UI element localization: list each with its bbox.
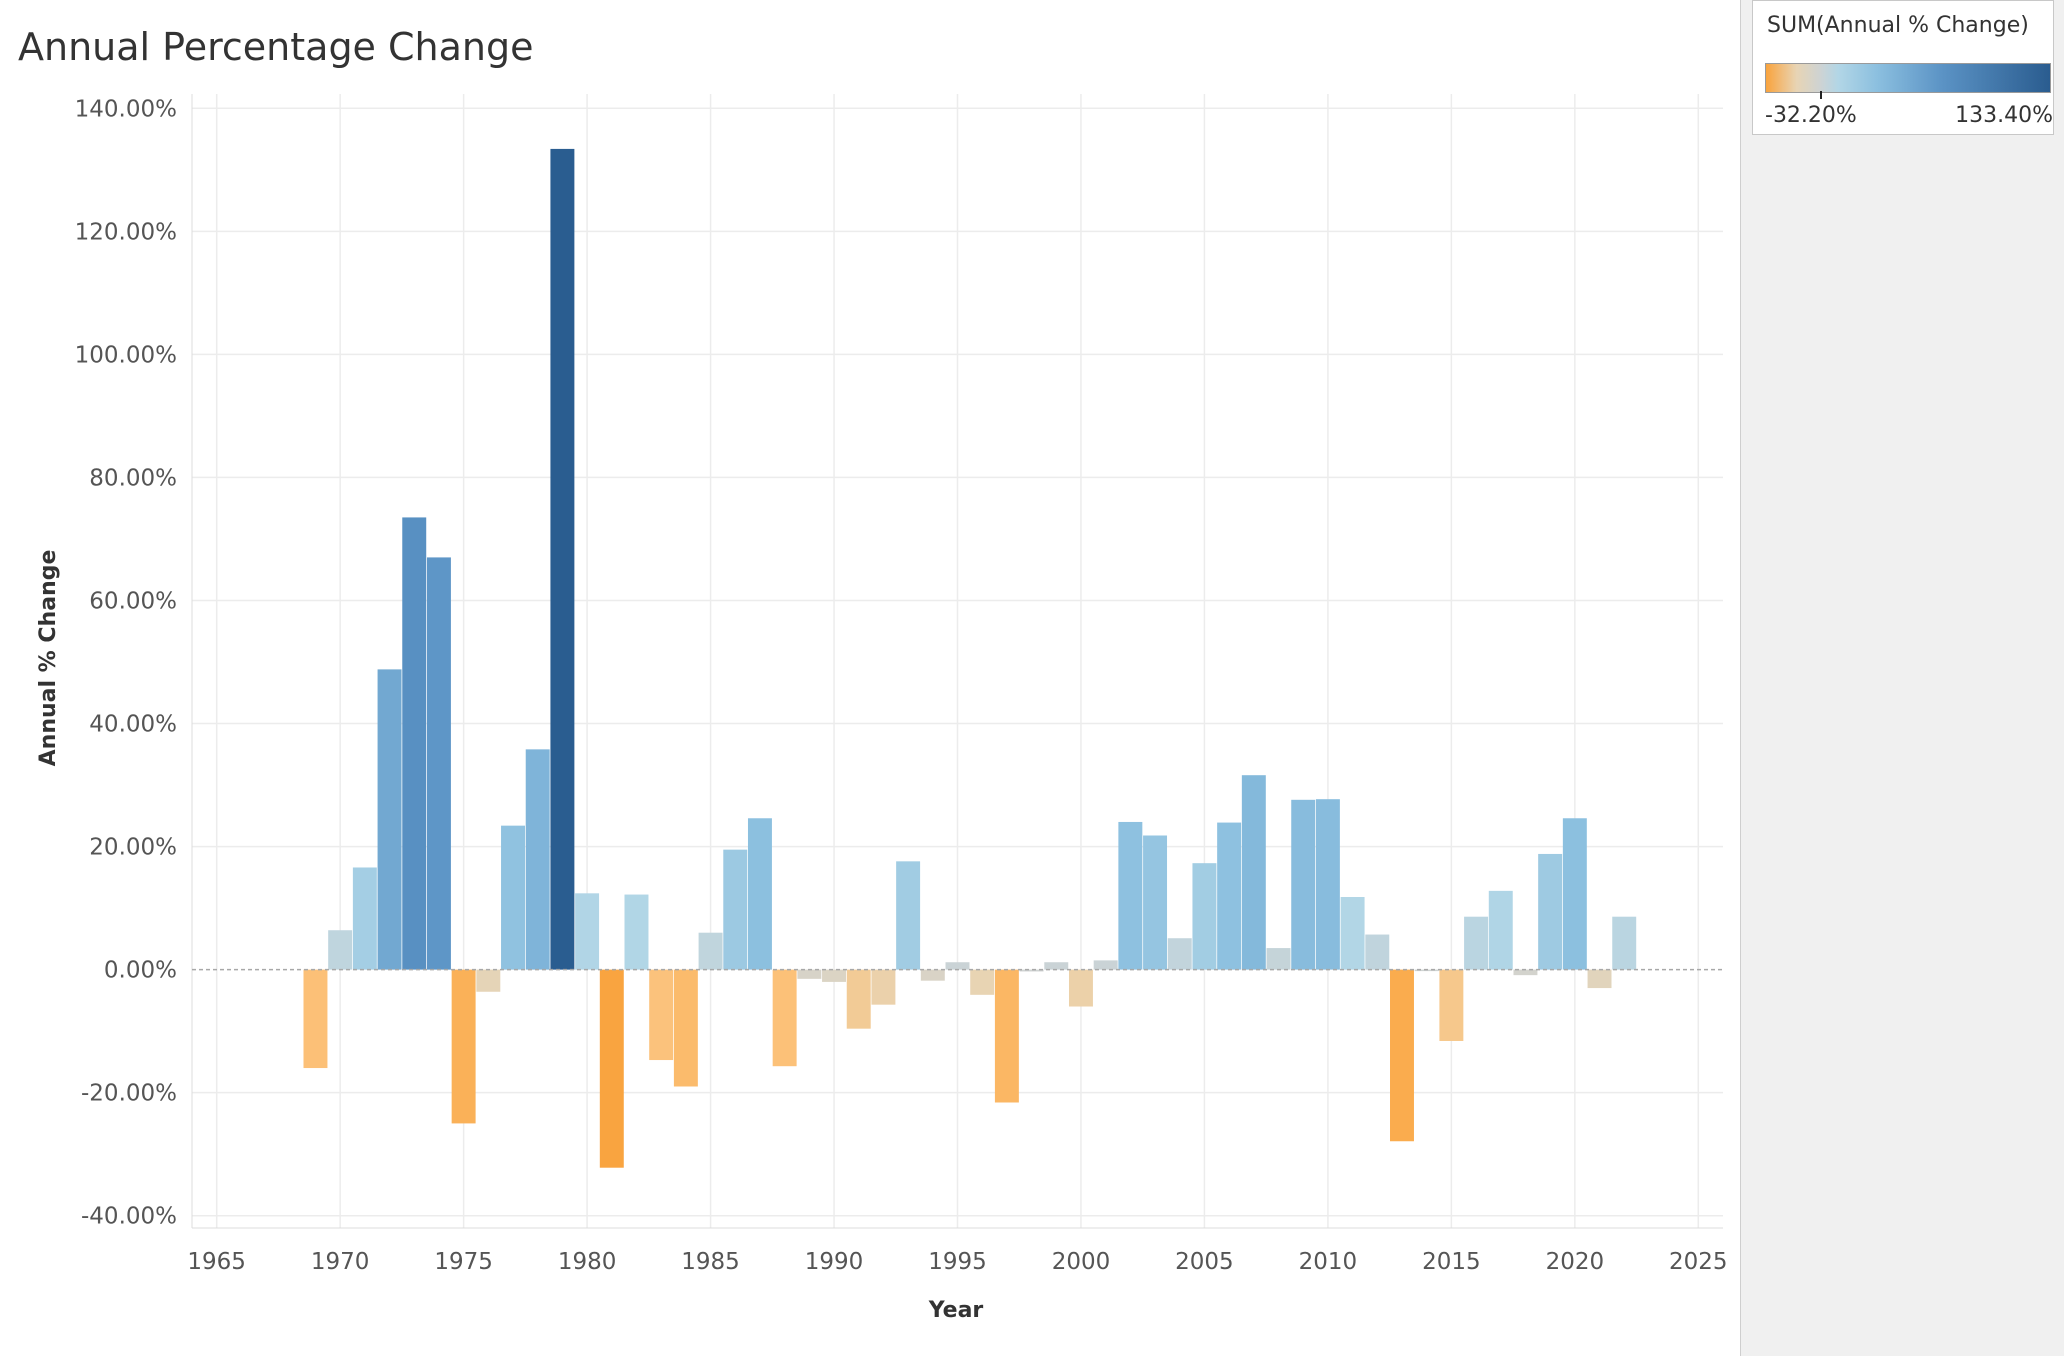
bar xyxy=(797,969,822,979)
grid xyxy=(191,94,1723,1229)
legend-gradient-bar xyxy=(1765,63,2051,93)
bar xyxy=(945,962,970,970)
bar xyxy=(649,969,674,1061)
bar xyxy=(1612,916,1637,970)
bar xyxy=(871,969,896,1005)
x-tick-label: 2000 xyxy=(1052,1249,1111,1275)
x-tick-label: 2025 xyxy=(1669,1249,1728,1275)
bar xyxy=(1538,853,1563,970)
bar xyxy=(1291,799,1316,970)
x-tick-label: 1975 xyxy=(434,1249,493,1275)
bar xyxy=(747,818,772,970)
bar xyxy=(1562,818,1587,970)
x-tick-label: 1995 xyxy=(928,1249,987,1275)
y-tick-label: 140.00% xyxy=(75,96,177,122)
x-tick-label: 1990 xyxy=(805,1249,864,1275)
y-tick-label: 20.00% xyxy=(89,835,177,861)
y-tick-label: -40.00% xyxy=(81,1204,177,1230)
bar xyxy=(1118,821,1143,970)
x-tick-label: 1965 xyxy=(187,1249,246,1275)
legend-zero-marker xyxy=(1819,91,1822,99)
chart-title: Annual Percentage Change xyxy=(18,25,534,69)
bar xyxy=(698,932,723,970)
y-tick-label: 120.00% xyxy=(75,219,177,245)
bar xyxy=(994,969,1019,1103)
bar xyxy=(772,969,797,1067)
bar xyxy=(1044,962,1069,970)
color-legend[interactable]: SUM(Annual % Change) -32.20% 133.40% xyxy=(1752,0,2054,135)
bar xyxy=(624,894,649,970)
bar xyxy=(303,969,328,1069)
x-tick-label: 2015 xyxy=(1422,1249,1481,1275)
bar xyxy=(402,517,427,970)
y-axis-title: Annual % Change xyxy=(36,550,61,767)
bar xyxy=(1093,960,1118,970)
legend-min-label: -32.20% xyxy=(1765,103,1857,128)
bar xyxy=(501,825,525,970)
bar xyxy=(352,867,377,970)
bar xyxy=(1439,969,1464,1041)
bar xyxy=(575,893,600,970)
bar-chart: Annual Percentage Change -40.00% -20.00% 0… xyxy=(18,25,1728,1323)
x-tick-label: 1970 xyxy=(311,1249,370,1275)
bar xyxy=(426,557,451,970)
x-tick-label: 1985 xyxy=(681,1249,740,1275)
bar xyxy=(1488,890,1513,970)
x-tick-label: 2010 xyxy=(1299,1249,1358,1275)
bar xyxy=(1587,969,1612,989)
bar xyxy=(1192,863,1217,970)
bar xyxy=(550,148,575,970)
legend-panel xyxy=(1740,0,2064,1356)
bar xyxy=(822,969,847,982)
bar xyxy=(1241,775,1266,970)
bar xyxy=(599,969,624,1168)
y-tick-label: 100.00% xyxy=(75,342,177,368)
y-tick-label: 60.00% xyxy=(89,588,177,614)
bar xyxy=(1266,948,1291,970)
bar xyxy=(1143,835,1168,970)
y-tick-label: 80.00% xyxy=(89,465,177,491)
bar xyxy=(377,669,402,970)
bar xyxy=(1365,934,1390,970)
bar xyxy=(1513,969,1538,976)
axes: -40.00% -20.00% 0.00% 20.00% 40.00% 60.00% 80.… xyxy=(75,96,1728,1275)
bar xyxy=(451,969,476,1124)
bar xyxy=(328,930,353,970)
bar xyxy=(846,969,871,1029)
bar xyxy=(1217,822,1242,970)
bar xyxy=(525,749,550,970)
bar xyxy=(1340,897,1365,970)
bar xyxy=(1068,969,1093,1007)
x-axis-title: Year xyxy=(928,1298,984,1323)
bar xyxy=(970,969,995,995)
bar xyxy=(896,861,921,970)
y-tick-label: 40.00% xyxy=(89,712,177,738)
bar xyxy=(920,969,945,981)
bars xyxy=(303,148,1637,1168)
legend-max-label: 133.40% xyxy=(1955,103,2053,128)
legend-title: SUM(Annual % Change) xyxy=(1767,13,2029,38)
x-tick-label: 2020 xyxy=(1546,1249,1605,1275)
x-tick-label: 2005 xyxy=(1175,1249,1234,1275)
bar xyxy=(1315,799,1340,970)
bar xyxy=(723,849,748,970)
bar xyxy=(1390,969,1414,1142)
bar xyxy=(476,969,501,992)
y-tick-label: 0.00% xyxy=(104,958,177,984)
bar xyxy=(673,969,698,1087)
bar xyxy=(1019,969,1044,972)
bar xyxy=(1167,938,1192,970)
y-tick-label: -20.00% xyxy=(81,1081,177,1107)
bar xyxy=(1464,916,1489,970)
x-tick-label: 1980 xyxy=(558,1249,617,1275)
